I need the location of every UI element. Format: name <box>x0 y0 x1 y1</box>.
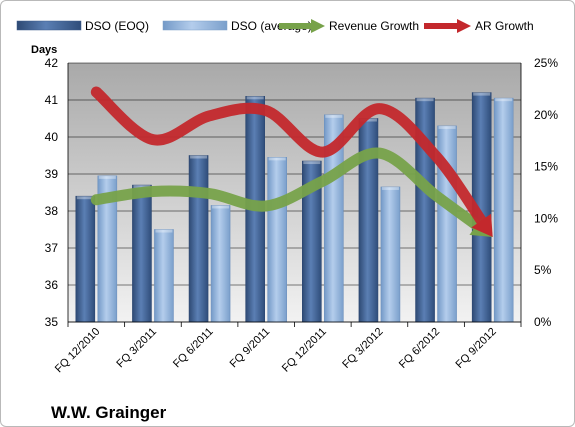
legend-label-dso-average: DSO (average) <box>231 19 312 33</box>
line-ar-growth <box>90 86 490 230</box>
y-tick-label: 42 <box>45 56 59 70</box>
bar-highlight <box>473 92 491 96</box>
bar-dso-eoq <box>188 155 209 323</box>
legend-label-ar-growth: AR Growth <box>475 19 534 33</box>
x-tick-label: FQ 6/2012 <box>397 326 442 371</box>
bar-highlight <box>381 186 399 190</box>
bar-dso-average <box>267 157 287 323</box>
legend-swatch-dso-average <box>162 20 228 31</box>
bar-highlight <box>268 157 286 161</box>
bar-highlight <box>416 98 434 102</box>
legend-arrow-ar-growth-icon <box>424 19 471 33</box>
bar-highlight <box>76 196 94 200</box>
y-axis-title: Days <box>31 44 57 56</box>
bar-highlight <box>133 185 151 189</box>
company-label: W.W. Grainger <box>51 403 167 422</box>
x-tick-label: FQ 6/2011 <box>171 326 216 371</box>
bar-highlight <box>325 114 343 118</box>
bar-highlight <box>155 229 173 233</box>
y2-tick-label: 20% <box>534 108 558 122</box>
bar-dso-average <box>210 205 231 323</box>
y2-tick-label: 15% <box>534 160 558 174</box>
arrowhead-ar-growth <box>471 213 493 238</box>
bar-highlight <box>246 96 264 100</box>
y-tick-label: 35 <box>45 315 59 329</box>
x-tick-label: FQ 12/2011 <box>280 326 329 375</box>
bar-highlight <box>98 175 116 179</box>
growth-lines <box>90 86 493 238</box>
bar-highlight <box>190 155 208 159</box>
legend: DSO (EOQ) DSO (average) Revenue Growth A… <box>16 19 534 33</box>
y2-tick-label: 0% <box>534 315 552 329</box>
x-tick-label: FQ 3/2012 <box>340 326 385 371</box>
bar-dso-average <box>154 229 174 323</box>
bar-dso-average <box>380 186 401 323</box>
line-revenue-growth <box>90 147 486 234</box>
x-tick-label: FQ 3/2011 <box>114 326 159 371</box>
bar-highlight <box>212 205 230 209</box>
x-tick-label: FQ 12/2010 <box>53 326 103 376</box>
bar-highlight <box>438 125 456 129</box>
y2-tick-label: 25% <box>534 56 558 70</box>
bar-highlight <box>495 98 513 102</box>
y-tick-label: 36 <box>45 278 59 292</box>
legend-arrow-revenue-growth-icon <box>279 19 325 33</box>
y-tick-label: 40 <box>45 130 59 144</box>
bar-highlight <box>359 118 377 122</box>
legend-swatch-dso-eoq <box>16 20 82 31</box>
y-tick-label: 38 <box>45 204 59 218</box>
y2-tick-label: 5% <box>534 263 552 277</box>
y-tick-label: 41 <box>45 93 59 107</box>
legend-label-dso-eoq: DSO (EOQ) <box>85 19 149 33</box>
x-tick-label: FQ 9/2012 <box>454 326 499 371</box>
bar-highlight <box>303 161 321 165</box>
bar-dso-eoq <box>75 195 96 323</box>
bar-dso-eoq <box>132 184 152 323</box>
legend-label-revenue-growth: Revenue Growth <box>329 19 419 33</box>
y2-tick-label: 10% <box>534 211 558 225</box>
y-tick-label: 39 <box>45 167 59 181</box>
bar-dso-average <box>493 97 514 323</box>
x-tick-label: FQ 9/2011 <box>228 326 273 371</box>
y-tick-label: 37 <box>45 241 59 255</box>
